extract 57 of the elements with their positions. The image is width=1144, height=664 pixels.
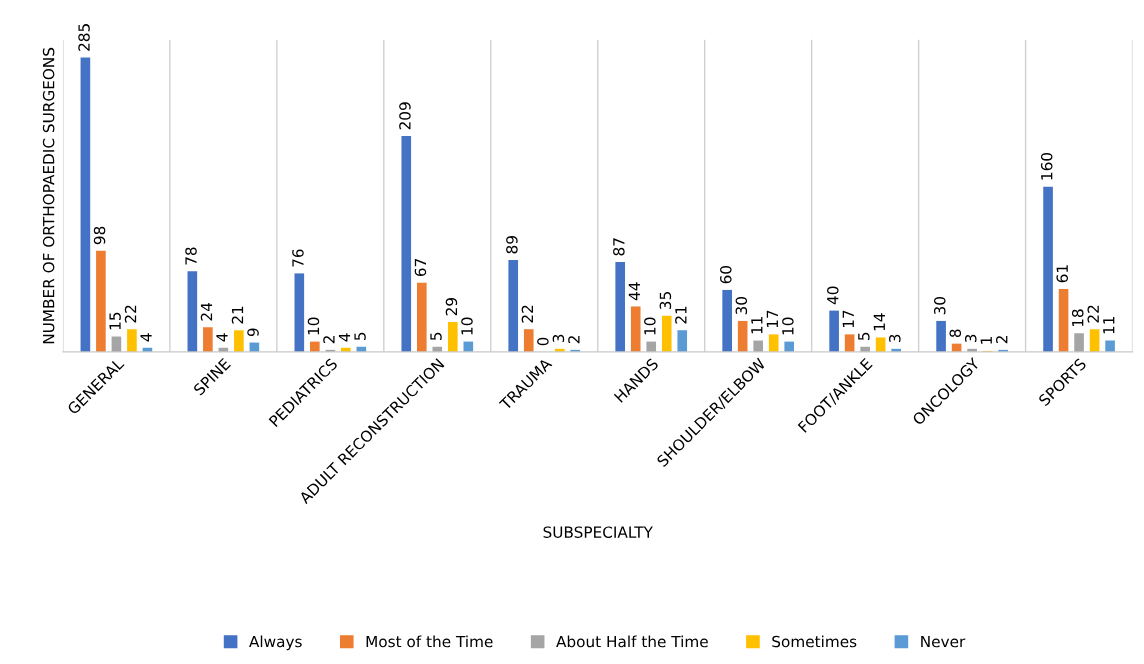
data-label: 22 [124,305,137,323]
data-label: 209 [399,102,411,130]
data-label: 30 [933,296,946,315]
data-label: 160 [1040,152,1053,180]
data-label: 78 [185,247,197,265]
data-label: 89 [506,236,518,254]
data-label: 10 [307,317,320,335]
data-label: 17 [842,310,854,328]
data-label: 15 [109,312,121,330]
data-label: 5 [354,332,366,341]
data-label: 30 [735,296,748,315]
data-label: 76 [292,249,304,267]
data-label: 61 [1056,265,1068,283]
x-axis-title: SUBSPECIALTY [543,526,653,538]
data-label: 3 [552,334,565,343]
y-axis-title: NUMBER OF ORTHOPAEDIC SURGEONS [42,47,55,344]
data-label: 9 [247,328,259,337]
data-label: 40 [827,286,839,305]
data-label: 4 [140,333,152,342]
data-label: 5 [858,332,870,341]
data-label: 44 [628,282,640,301]
data-label: 60 [720,265,732,284]
data-label: 5 [430,332,442,341]
data-label: 87 [613,238,625,256]
legend-label: Sometimes [772,635,857,648]
data-label: 3 [964,334,977,343]
data-label: 29 [445,298,458,316]
data-label: 22 [521,305,533,323]
data-label: 11 [751,316,763,334]
data-label: 0 [537,337,549,346]
data-label: 2 [568,336,580,344]
data-label: 10 [782,317,794,335]
data-label: 98 [93,226,106,245]
data-label: 21 [231,306,244,324]
data-label: 22 [1087,305,1099,323]
data-label: 2 [996,336,1008,344]
data-label: 285 [78,24,90,51]
legend-label: About Half the Time [556,635,708,648]
data-label: 18 [1071,309,1084,327]
data-label: 21 [675,306,687,324]
data-label: 1 [980,337,992,344]
legend-label: Most of the Time [366,635,493,648]
data-label: 14 [873,313,885,331]
legend-label: Always [249,635,302,651]
data-label: 10 [461,317,473,335]
data-label: 8 [949,329,962,338]
data-label: 24 [200,302,213,321]
data-label: 2 [323,336,335,344]
data-label: 35 [659,292,672,310]
data-label: 4 [338,333,351,342]
data-label: 3 [889,334,901,343]
data-label: 67 [414,259,427,277]
data-label: 11 [1103,316,1115,334]
data-label: 17 [766,310,778,328]
legend-label: Never [921,635,966,648]
data-label: 4 [216,333,228,342]
data-label: 10 [644,317,656,335]
